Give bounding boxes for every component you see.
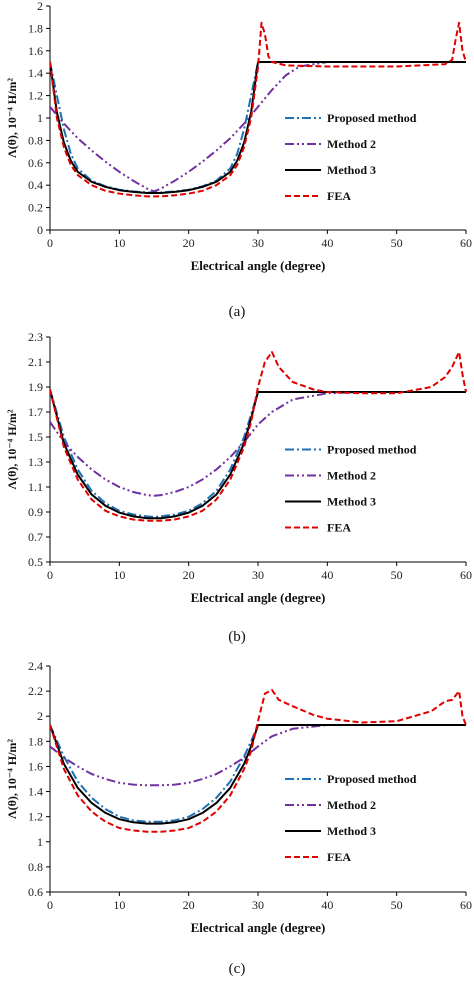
series-line-method-2 [50,391,466,497]
y-tick-label: 0.9 [28,505,43,519]
x-tick-label: 60 [460,236,472,250]
y-tick-label: 2.1 [28,355,43,369]
legend-label: FEA [327,850,351,864]
y-tick-label: 1.2 [28,89,43,103]
x-tick-label: 10 [113,568,125,582]
y-tick-label: 1.5 [28,430,43,444]
y-tick-label: 1.6 [28,44,43,58]
x-axis-label: Electrical angle (degree) [191,920,326,935]
legend-label: Method 3 [327,824,376,838]
legend-label: Method 2 [327,469,376,483]
y-tick-label: 1.4 [28,785,43,799]
y-tick-label: 1.1 [28,480,43,494]
x-tick-label: 0 [47,236,53,250]
y-axis-label: Λ(θ), 10⁻⁴ H/m² [5,409,19,489]
series-group [50,688,467,833]
y-tick-label: 0.4 [28,178,43,192]
x-tick-label: 20 [183,898,195,912]
legend-label: Proposed method [327,111,417,125]
y-tick-label: 1 [37,835,43,849]
x-tick-label: 60 [460,898,472,912]
y-tick-label: 1.9 [28,380,43,394]
y-tick-label: 0.8 [28,133,43,147]
y-tick-label: 1.3 [28,455,43,469]
series-group [50,21,467,198]
legend-label: Proposed method [327,772,417,786]
y-tick-label: 2 [37,0,43,13]
series-line-fea [50,351,467,522]
legend-label: FEA [327,521,351,535]
x-tick-label: 40 [321,236,333,250]
series-line-fea [50,688,467,833]
legend-label: Proposed method [327,443,417,457]
x-tick-label: 30 [252,898,264,912]
y-tick-label: 0.7 [28,530,43,544]
y-tick-label: 2 [37,709,43,723]
y-tick-label: 2.4 [28,659,43,673]
x-tick-label: 40 [321,568,333,582]
y-tick-label: 1.4 [28,66,43,80]
y-tick-label: 0.8 [28,860,43,874]
y-tick-label: 1.2 [28,810,43,824]
x-tick-label: 30 [252,236,264,250]
y-tick-label: 0.6 [28,885,43,899]
y-tick-label: 1.7 [28,405,43,419]
legend-label: Method 2 [327,798,376,812]
chart-panel-2: 0 10 20 30 40 50 60 0.5 0.7 0.9 1.1 1.3 1.5 1.7 1.9 2.1… [5,330,472,645]
series-line-method-3 [50,61,466,194]
x-tick-label: 40 [321,898,333,912]
x-tick-label: 60 [460,568,472,582]
y-tick-label: 0.6 [28,156,43,170]
legend-label: Method 3 [327,163,376,177]
y-tick-label: 1 [37,111,43,125]
x-tick-label: 50 [391,236,403,250]
x-tick-label: 10 [113,898,125,912]
x-axis-label: Electrical angle (degree) [191,590,326,605]
panel-caption: (c) [229,961,246,977]
y-tick-label: 2.2 [28,684,43,698]
panel-caption: (a) [229,304,246,320]
x-tick-label: 50 [391,568,403,582]
y-tick-label: 1.8 [28,21,43,35]
series-line-method-3 [50,724,466,825]
y-axis-label: Λ(θ), 10⁻⁴ H/m² [5,78,19,158]
legend-label: Method 3 [327,495,376,509]
y-tick-label: 1.8 [28,734,43,748]
x-tick-label: 0 [47,568,53,582]
y-tick-label: 0.5 [28,555,43,569]
x-tick-label: 10 [113,236,125,250]
x-axis-label: Electrical angle (degree) [191,258,326,273]
legend-label: Method 2 [327,137,376,151]
x-tick-label: 30 [252,568,264,582]
series-line-method-2 [50,61,466,193]
x-tick-label: 50 [391,898,403,912]
legend-label: FEA [327,189,351,203]
y-tick-label: 0 [37,223,43,237]
series-line-method-3 [50,389,466,520]
series-group [50,351,467,522]
y-axis-label: Λ(θ), 10⁻⁴ H/m² [5,739,19,819]
x-tick-label: 20 [183,568,195,582]
y-tick-label: 1.6 [28,759,43,773]
x-tick-label: 0 [47,898,53,912]
chart-panel-3: 0 10 20 30 40 50 60 0.6 0.8 1 1.2 1.4 1.6 1.8 2 2.2 2.4 P… [5,659,472,977]
x-tick-label: 20 [183,236,195,250]
chart-panel-1: 0 10 20 30 40 50 60 0 0.2 0.4 0.6 0.8 1 1.2 1.4 1.6 1.8 2… [5,0,472,320]
series-line-proposed-method [50,61,466,194]
series-line-fea [50,21,467,198]
panel-caption: (b) [228,629,246,645]
y-tick-label: 0.2 [28,201,43,215]
y-tick-label: 2.3 [28,330,43,344]
